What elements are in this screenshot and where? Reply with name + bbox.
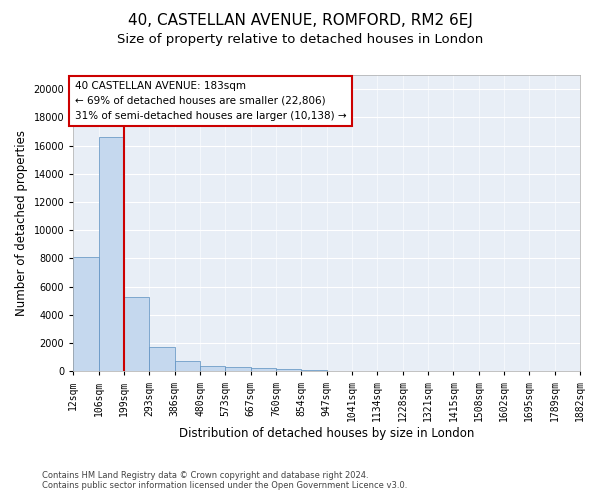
Bar	[175, 362, 200, 372]
Text: 40 CASTELLAN AVENUE: 183sqm
← 69% of detached houses are smaller (22,806)
31% of: 40 CASTELLAN AVENUE: 183sqm ← 69% of det…	[74, 81, 346, 120]
Bar	[276, 369, 301, 372]
Bar	[124, 296, 149, 372]
Text: Contains public sector information licensed under the Open Government Licence v3: Contains public sector information licen…	[42, 481, 407, 490]
Bar	[99, 137, 124, 372]
Text: Size of property relative to detached houses in London: Size of property relative to detached ho…	[117, 32, 483, 46]
Bar	[73, 257, 99, 372]
Y-axis label: Number of detached properties: Number of detached properties	[15, 130, 28, 316]
Bar	[301, 370, 326, 372]
X-axis label: Distribution of detached houses by size in London: Distribution of detached houses by size …	[179, 427, 475, 440]
Bar	[200, 366, 226, 372]
Bar	[251, 368, 276, 372]
Text: Contains HM Land Registry data © Crown copyright and database right 2024.: Contains HM Land Registry data © Crown c…	[42, 471, 368, 480]
Text: 40, CASTELLAN AVENUE, ROMFORD, RM2 6EJ: 40, CASTELLAN AVENUE, ROMFORD, RM2 6EJ	[128, 12, 472, 28]
Bar	[326, 370, 352, 372]
Bar	[226, 368, 251, 372]
Bar	[149, 346, 175, 372]
